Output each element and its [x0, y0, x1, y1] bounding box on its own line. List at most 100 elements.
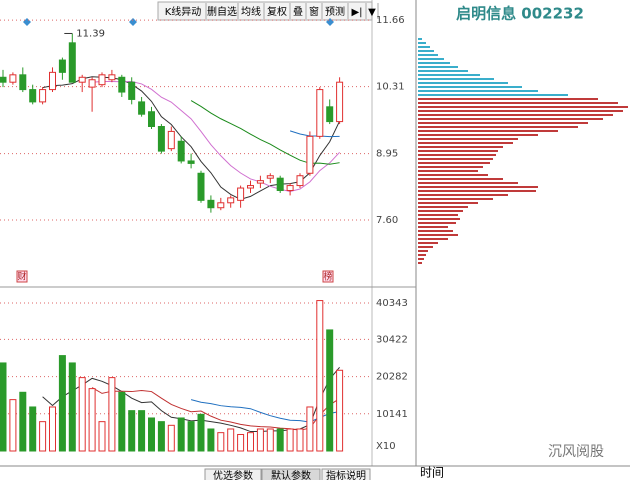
volume-bar — [49, 406, 56, 452]
candle-body — [29, 89, 37, 103]
profile-bar — [418, 82, 508, 84]
candle-body — [68, 42, 76, 83]
profile-bar — [418, 254, 426, 256]
candle-body — [167, 130, 175, 150]
profile-bar — [418, 150, 498, 152]
volume-bar — [336, 369, 344, 452]
tab[interactable] — [261, 468, 321, 480]
toolbar-button[interactable]: K线异动 — [165, 5, 202, 18]
profile-bar — [418, 142, 513, 144]
profile-bar — [418, 138, 518, 140]
profile-bar — [418, 174, 488, 176]
profile-bar — [418, 74, 480, 76]
marker: 榜 — [323, 271, 332, 283]
volume-bar — [118, 391, 126, 452]
profile-bar — [418, 58, 444, 60]
volume-bar — [256, 428, 264, 452]
profile-bar — [418, 62, 450, 64]
profile-bar — [418, 214, 458, 216]
tab-label[interactable]: 优选参数 — [213, 469, 253, 480]
volume-bar — [88, 388, 96, 452]
volume-bar — [0, 362, 7, 452]
volume-bar — [306, 406, 314, 452]
profile-bar — [418, 86, 522, 88]
volume-bar — [29, 406, 37, 452]
profile-bar — [418, 126, 578, 128]
tab-label[interactable]: 默认参数 — [271, 469, 311, 480]
profile-bar — [418, 46, 430, 48]
profile-bar — [418, 182, 518, 184]
volume-bar — [296, 428, 304, 452]
tab[interactable] — [204, 468, 262, 480]
volume-bar — [108, 377, 116, 452]
candle-body — [316, 89, 324, 137]
ma-line — [190, 100, 340, 165]
candle-body — [217, 202, 225, 209]
profile-bar — [418, 242, 438, 244]
volume-bar — [276, 428, 284, 452]
candle-body — [306, 135, 314, 174]
profile-bar — [418, 234, 458, 236]
candle-body — [227, 197, 235, 204]
volume-bar — [286, 428, 294, 452]
candle-body — [9, 74, 17, 83]
toolbar-button[interactable]: 窗 — [309, 5, 319, 18]
toolbar-button[interactable]: 复权 — [267, 5, 287, 18]
candle-body — [39, 89, 47, 103]
profile-bar — [418, 94, 568, 96]
profile-bar — [418, 70, 468, 72]
volume-bar — [177, 417, 185, 452]
time-label: 时间 — [420, 466, 444, 480]
toolbar-button[interactable]: 叠 — [293, 6, 303, 18]
toolbar-button[interactable]: 预测 — [325, 5, 345, 18]
profile-bar — [418, 194, 508, 196]
ma-line — [190, 399, 340, 423]
y-tick-label: 11.66 — [376, 15, 405, 26]
volume-bar — [326, 329, 334, 452]
tab[interactable] — [321, 468, 371, 480]
profile-bar — [418, 166, 483, 168]
candle-body — [148, 111, 155, 128]
profile-bar — [418, 98, 598, 100]
profile-bar — [418, 134, 538, 136]
profile-bar — [418, 122, 588, 124]
profile-bar — [418, 186, 538, 188]
volume-bar — [58, 355, 66, 452]
candle-body — [0, 76, 7, 83]
y-tick-label: 10.31 — [376, 82, 405, 93]
candle-body — [326, 106, 334, 123]
volume-bar — [128, 410, 136, 452]
profile-bar — [418, 42, 426, 44]
profile-bar — [418, 226, 448, 228]
y-tick-label: 20282 — [376, 372, 408, 383]
tab-label[interactable]: 指标说明 — [326, 469, 366, 480]
candle-body — [276, 177, 284, 191]
volume-bar — [167, 424, 175, 452]
candle-body — [98, 74, 106, 86]
marker-box — [322, 270, 334, 283]
y-tick-label: 10141 — [376, 409, 408, 420]
toolbar-button[interactable]: 删自选 — [207, 5, 237, 18]
y-tick-label: 8.95 — [376, 149, 398, 160]
candle-body — [78, 76, 86, 83]
candle-body — [88, 79, 96, 88]
toolbar-button[interactable]: 均线 — [241, 5, 261, 18]
high-label: 11.39 — [76, 28, 105, 39]
toolbar-button[interactable]: ▶| — [351, 7, 362, 18]
profile-bar — [418, 202, 478, 204]
candle-body — [157, 126, 165, 152]
profile-bar — [418, 170, 478, 172]
volume-bar — [217, 432, 225, 452]
profile-bar — [418, 66, 458, 68]
candle-body — [177, 140, 185, 162]
profile-bar — [418, 198, 493, 200]
profile-bar — [418, 206, 468, 208]
profile-bar — [418, 190, 536, 192]
candle-body — [286, 185, 294, 191]
volume-bar — [39, 421, 47, 452]
candle-body — [266, 175, 274, 179]
profile-bar — [418, 218, 460, 220]
volume-bar — [68, 362, 76, 452]
toolbar-button[interactable]: ▼ — [368, 7, 376, 18]
